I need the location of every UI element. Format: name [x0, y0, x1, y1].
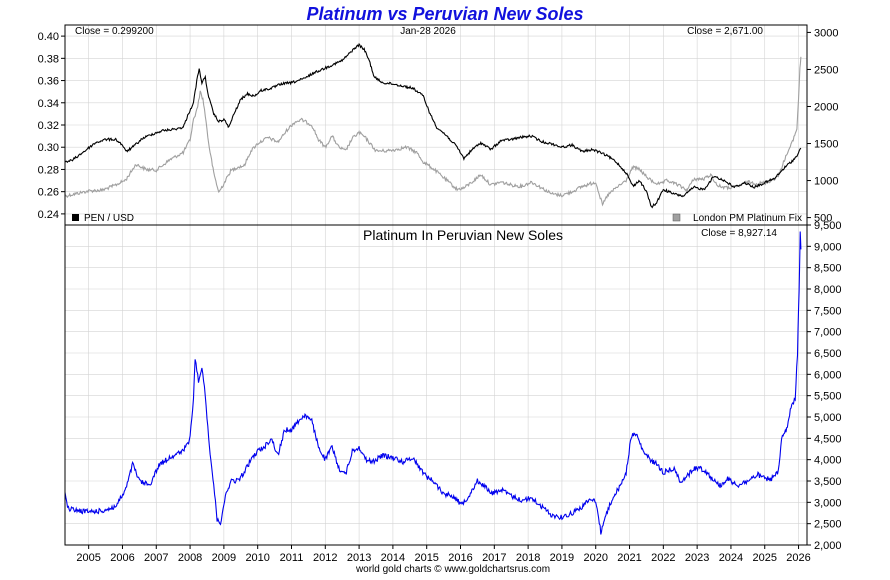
- bottom-right-tick-label: 7,000: [814, 327, 842, 339]
- x-tick-label: 2009: [212, 552, 236, 564]
- top-left-tick-label: 0.32: [38, 120, 59, 132]
- bottom-right-tick-label: 8,000: [814, 284, 842, 296]
- x-tick-label: 2024: [719, 552, 743, 564]
- bottom-right-tick-label: 8,500: [814, 263, 842, 275]
- x-tick-label: 2008: [178, 552, 202, 564]
- legend-pen-swatch: [72, 214, 79, 221]
- x-tick-label: 2019: [550, 552, 574, 564]
- platinum-fix-line: [64, 56, 802, 207]
- bottom-right-tick-label: 6,500: [814, 348, 842, 360]
- x-tick-label: 2011: [280, 552, 304, 564]
- top-left-tick-label: 0.26: [38, 187, 59, 199]
- bottom-right-tick-label: 6,000: [814, 369, 842, 381]
- x-tick-label: 2016: [448, 552, 472, 564]
- x-tick-label: 2020: [583, 552, 607, 564]
- legend-pen-label: PEN / USD: [84, 213, 134, 224]
- top-right-close-label: Close = 2,671.00: [687, 26, 763, 37]
- x-tick-label: 2025: [753, 552, 777, 564]
- bottom-right-tick-label: 7,500: [814, 305, 842, 317]
- top-left-close-label: Close = 0.299200: [75, 26, 154, 37]
- x-tick-label: 2017: [482, 552, 506, 564]
- top-left-tick-label: 0.38: [38, 53, 59, 65]
- top-right-tick-label: 1500: [814, 139, 838, 151]
- top-right-tick-label: 3000: [814, 27, 838, 39]
- top-right-tick-label: 500: [814, 213, 832, 225]
- x-tick-label: 2006: [110, 552, 134, 564]
- top-left-tick-label: 0.40: [38, 31, 59, 43]
- x-tick-label: 2022: [651, 552, 675, 564]
- platinum-in-pen-line: [64, 231, 802, 535]
- bottom-right-tick-label: 3,000: [814, 497, 842, 509]
- top-left-tick-label: 0.28: [38, 164, 59, 176]
- bottom-right-close-label: Close = 8,927.14: [701, 228, 777, 239]
- x-tick-label: 2012: [313, 552, 337, 564]
- chart-title: Platinum vs Peruvian New Soles: [306, 4, 583, 24]
- top-right-tick-label: 2000: [814, 101, 838, 113]
- x-tick-label: 2010: [245, 552, 269, 564]
- bottom-panel-title: Platinum In Peruvian New Soles: [363, 227, 563, 243]
- legend-platinum-swatch: [672, 213, 681, 222]
- bottom-right-tick-label: 4,000: [814, 455, 842, 467]
- bottom-right-tick-label: 5,000: [814, 412, 842, 424]
- bottom-right-tick-label: 9,500: [814, 220, 842, 232]
- bottom-right-tick-label: 3,500: [814, 476, 842, 488]
- top-left-tick-label: 0.30: [38, 142, 59, 154]
- x-tick-label: 2026: [786, 552, 810, 564]
- ticks-layer: 2005 2006 2007 2008 2009 2010 2011 2012 2013 2014…: [38, 27, 842, 564]
- x-tick-label: 2018: [516, 552, 540, 564]
- top-right-tick-label: 1000: [814, 176, 838, 188]
- pen-usd-line: [64, 42, 802, 209]
- top-left-tick-label: 0.34: [38, 98, 59, 110]
- x-tick-label: 2007: [144, 552, 168, 564]
- x-tick-label: 2005: [76, 552, 100, 564]
- x-tick-label: 2023: [685, 552, 709, 564]
- top-date-label: Jan-28 2026: [400, 26, 456, 37]
- x-tick-label: 2014: [381, 552, 405, 564]
- bottom-right-tick-label: 2,500: [814, 519, 842, 531]
- x-tick-label: 2015: [414, 552, 438, 564]
- bottom-panel-frame: [64, 224, 808, 546]
- bottom-right-tick-label: 4,500: [814, 433, 842, 445]
- footer-credit: world gold charts © www.goldchartsrus.co…: [355, 564, 550, 575]
- bottom-right-tick-label: 2,000: [814, 540, 842, 552]
- top-left-tick-label: 0.24: [38, 209, 59, 221]
- series-layer: [64, 42, 802, 535]
- legend-platinum-label: London PM Platinum Fix: [693, 213, 802, 224]
- top-left-tick-label: 0.36: [38, 76, 59, 88]
- bottom-right-tick-label: 9,000: [814, 241, 842, 253]
- x-tick-label: 2021: [617, 552, 641, 564]
- x-tick-label: 2013: [347, 552, 371, 564]
- bottom-right-tick-label: 5,500: [814, 391, 842, 403]
- top-right-tick-label: 2500: [814, 64, 838, 76]
